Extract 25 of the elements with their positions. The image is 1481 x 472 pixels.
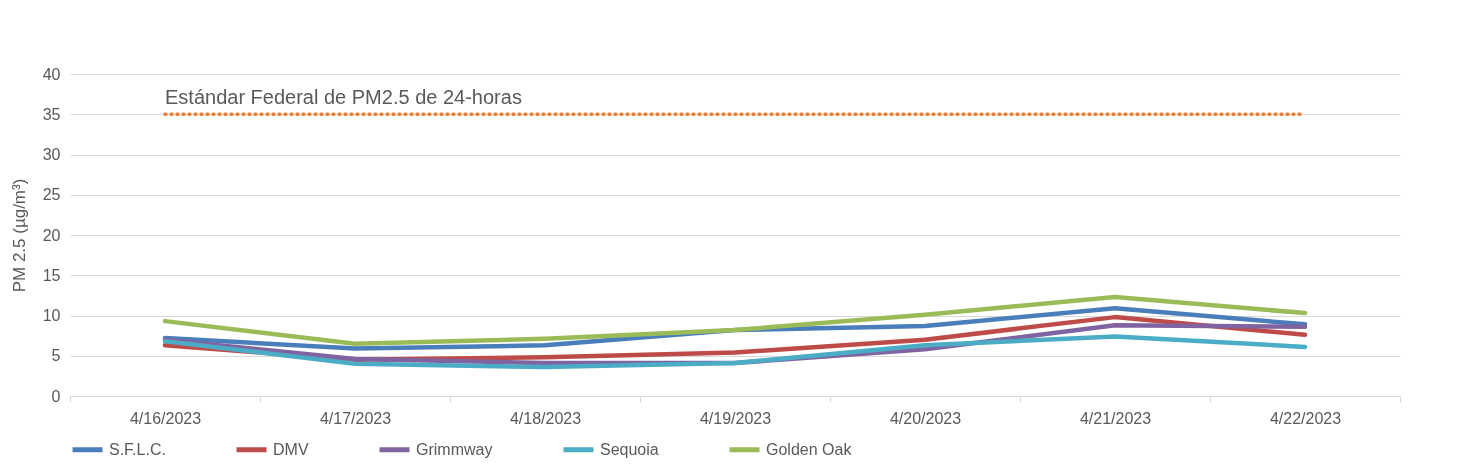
y-axis-title: PM 2.5 (µg/m³) <box>9 178 29 293</box>
x-tick-label: 4/19/2023 <box>699 409 772 427</box>
legend-label: Golden Oak <box>766 440 853 458</box>
y-tick-label: 10 <box>42 307 61 324</box>
y-tick-label: 30 <box>42 146 61 163</box>
y-tick-label: 5 <box>51 347 61 365</box>
x-tick-label: 4/17/2023 <box>319 409 392 427</box>
x-tick-label: 4/22/2023 <box>1269 409 1342 427</box>
y-tick-label: 35 <box>42 105 61 123</box>
ref-line-label: Estándar Federal de PM2.5 de 24-horas <box>165 86 522 109</box>
line-series <box>162 334 1308 370</box>
x-tick-label: 4/18/2023 <box>509 409 582 427</box>
x-tick-label: 4/21/2023 <box>1079 409 1152 427</box>
y-tick-label: 25 <box>42 186 61 204</box>
legend-label: Sequoia <box>600 440 659 458</box>
x-tick-label: 4/20/2023 <box>889 409 962 427</box>
line-series <box>162 294 1308 346</box>
legend-label: S.F.L.C. <box>109 440 166 458</box>
legend-label: DMV <box>273 440 309 458</box>
x-tick-label: 4/16/2023 <box>129 409 202 427</box>
y-tick-label: 40 <box>42 65 61 83</box>
y-tick-label: 0 <box>51 387 61 405</box>
legend-label: Grimmway <box>416 440 493 458</box>
y-tick-label: 15 <box>42 266 61 284</box>
y-tick-label: 20 <box>42 226 61 244</box>
